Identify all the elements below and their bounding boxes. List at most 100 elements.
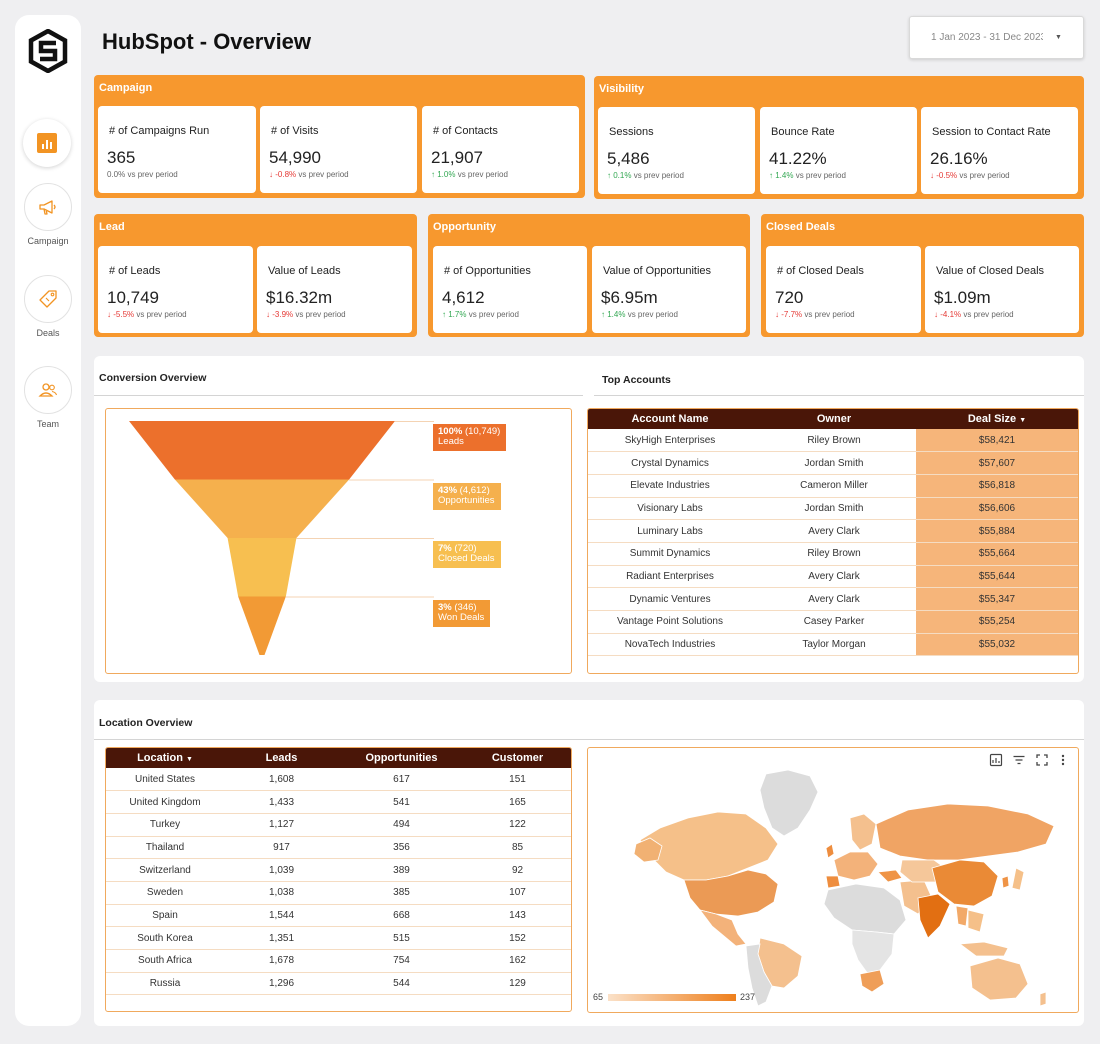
date-range-picker[interactable]: 1 Jan 2023 - 31 Dec 2023 ▼ (909, 16, 1084, 59)
table-row[interactable]: Luminary Labs Avery Clark $55,884 (588, 519, 1078, 543)
kpi-label: # of Opportunities (444, 265, 531, 277)
kpi-card: # of Campaigns Run 365 0.0% vs prev peri… (98, 106, 256, 193)
column-header-customer[interactable]: Customer (464, 748, 571, 768)
page-title: HubSpot - Overview (102, 29, 312, 54)
arrow-up-icon: ↑ (442, 310, 446, 319)
opportunities-cell: 617 (339, 768, 464, 792)
kpi-label: # of Visits (271, 125, 319, 137)
table-row[interactable]: United States 1,608 617 151 (106, 768, 571, 792)
table-row[interactable]: Visionary Labs Jordan Smith $56,606 (588, 497, 1078, 521)
deal-size-cell: $55,664 (916, 542, 1078, 566)
region-southeast-asia (967, 909, 985, 933)
table-row[interactable]: Switzerland 1,039 389 92 (106, 858, 571, 882)
kpi-value: 41.22% (769, 149, 827, 168)
table-row[interactable]: Russia 1,296 544 129 (106, 972, 571, 996)
table-row[interactable]: NovaTech Industries Taylor Morgan $55,032 (588, 633, 1078, 657)
kpi-card: # of Closed Deals 720 ↓ -7.7% vs prev pe… (766, 246, 921, 333)
column-header-location[interactable]: Location ▼ (106, 748, 224, 768)
funnel-stage[interactable] (227, 538, 297, 597)
table-row[interactable]: Vantage Point Solutions Casey Parker $55,2… (588, 610, 1078, 634)
group-title: Opportunity (433, 221, 496, 233)
delta-value: 1.0% (437, 170, 456, 179)
nav-team-button[interactable]: Team (15, 366, 81, 429)
column-header-owner[interactable]: Owner (752, 409, 916, 429)
column-header-opportunities[interactable]: Opportunities (339, 748, 464, 768)
visibility-kpi-group: Visibility Sessions 5,486 ↑ 0.1% vs prev… (594, 76, 1084, 199)
deal-size-cell: $55,644 (916, 565, 1078, 589)
funnel-count: (4,612) (459, 484, 490, 496)
table-header-row: Location ▼ Leads Opportunities Customer (106, 748, 571, 768)
more-vert-icon[interactable] (1058, 753, 1068, 767)
group-title: Visibility (599, 83, 645, 95)
arrow-up-icon: ↑ (607, 171, 611, 180)
table-row[interactable]: Elevate Industries Cameron Miller $56,818 (588, 474, 1078, 498)
delta-value: 1.4% (607, 310, 626, 319)
funnel-stage[interactable] (174, 479, 350, 539)
table-row[interactable]: SkyHigh Enterprises Riley Brown $58,421 (588, 429, 1078, 453)
table-row[interactable]: South Africa 1,678 754 162 (106, 949, 571, 973)
funnel-stage-name: Won Deals (438, 611, 485, 623)
kpi-label: Bounce Rate (771, 126, 835, 138)
kpi-delta: ↑ 1.4% vs prev period (601, 310, 678, 319)
conversion-title: Conversion Overview (99, 372, 207, 384)
nav-campaign-button[interactable]: Campaign (15, 183, 81, 246)
table-row[interactable]: Radiant Enterprises Avery Clark $55,644 (588, 565, 1078, 589)
closed-deals-kpi-group: Closed Deals # of Closed Deals 720 ↓ -7.… (761, 214, 1084, 337)
opportunities-cell: 389 (339, 858, 464, 882)
opportunities-cell: 356 (339, 836, 464, 860)
table-row[interactable]: Dynamic Ventures Avery Clark $55,347 (588, 587, 1078, 611)
kpi-delta: ↓ -4.1% vs prev period (934, 310, 1014, 319)
region-africa-north (823, 883, 907, 935)
sort-desc-icon: ▼ (1019, 417, 1027, 424)
table-row[interactable]: Thailand 917 356 85 (106, 836, 571, 860)
funnel-stage-name: Closed Deals (438, 553, 495, 564)
location-cell: South Africa (106, 949, 224, 973)
table-row[interactable]: Crystal Dynamics Jordan Smith $57,607 (588, 451, 1078, 475)
kpi-delta: ↑ 1.4% vs prev period (769, 171, 846, 180)
sort-desc-icon: ▼ (185, 756, 193, 763)
fullscreen-icon[interactable] (1035, 753, 1049, 767)
leads-cell: 1,351 (224, 926, 339, 950)
funnel-stage[interactable] (129, 421, 395, 480)
table-row[interactable]: Summit Dynamics Riley Brown $55,664 (588, 542, 1078, 566)
customer-cell: 152 (464, 926, 571, 950)
opportunity-kpi-group: Opportunity # of Opportunities 4,612 ↑ 1… (428, 214, 750, 337)
table-row[interactable]: Spain 1,544 668 143 (106, 904, 571, 928)
funnel-stage[interactable] (238, 596, 286, 656)
customer-cell: 129 (464, 972, 571, 996)
delta-value: 0.1% (613, 171, 632, 180)
column-header-deal-size[interactable]: Deal Size ▼ (916, 409, 1078, 429)
region-western-europe (833, 851, 879, 881)
kpi-value: 5,486 (607, 149, 650, 168)
dropdown-arrow-icon: ▼ (1055, 34, 1062, 41)
leads-cell: 917 (224, 836, 339, 860)
location-cell: United States (106, 768, 224, 792)
nav-deals-button[interactable]: Deals (15, 275, 81, 338)
world-map[interactable]: 65 237 (587, 747, 1079, 1013)
column-header-leads[interactable]: Leads (224, 748, 339, 768)
region-scandinavia (849, 813, 877, 851)
opportunities-cell: 754 (339, 949, 464, 973)
chart-settings-icon[interactable] (989, 753, 1003, 767)
kpi-delta: ↓ -0.8% vs prev period (269, 170, 349, 179)
owner-cell: Jordan Smith (752, 451, 916, 475)
table-row[interactable]: United Kingdom 1,433 541 165 (106, 790, 571, 814)
owner-cell: Riley Brown (752, 542, 916, 566)
filter-icon[interactable] (1012, 753, 1026, 767)
region-south-america-west (745, 943, 773, 1007)
owner-cell: Taylor Morgan (752, 633, 916, 657)
customer-cell: 122 (464, 813, 571, 837)
column-header-account[interactable]: Account Name (588, 409, 752, 429)
logo-icon (28, 29, 68, 73)
deal-size-cell: $55,254 (916, 610, 1078, 634)
table-row[interactable]: Sweden 1,038 385 107 (106, 881, 571, 905)
owner-cell: Avery Clark (752, 587, 916, 611)
location-cell: United Kingdom (106, 790, 224, 814)
region-mexico (699, 909, 747, 947)
kpi-value: 21,907 (431, 148, 483, 167)
table-row[interactable]: South Korea 1,351 515 152 (106, 926, 571, 950)
kpi-label: # of Campaigns Run (109, 125, 210, 137)
delta-value: -3.9% (272, 310, 294, 319)
nav-overview-button[interactable] (23, 119, 71, 167)
table-row[interactable]: Turkey 1,127 494 122 (106, 813, 571, 837)
